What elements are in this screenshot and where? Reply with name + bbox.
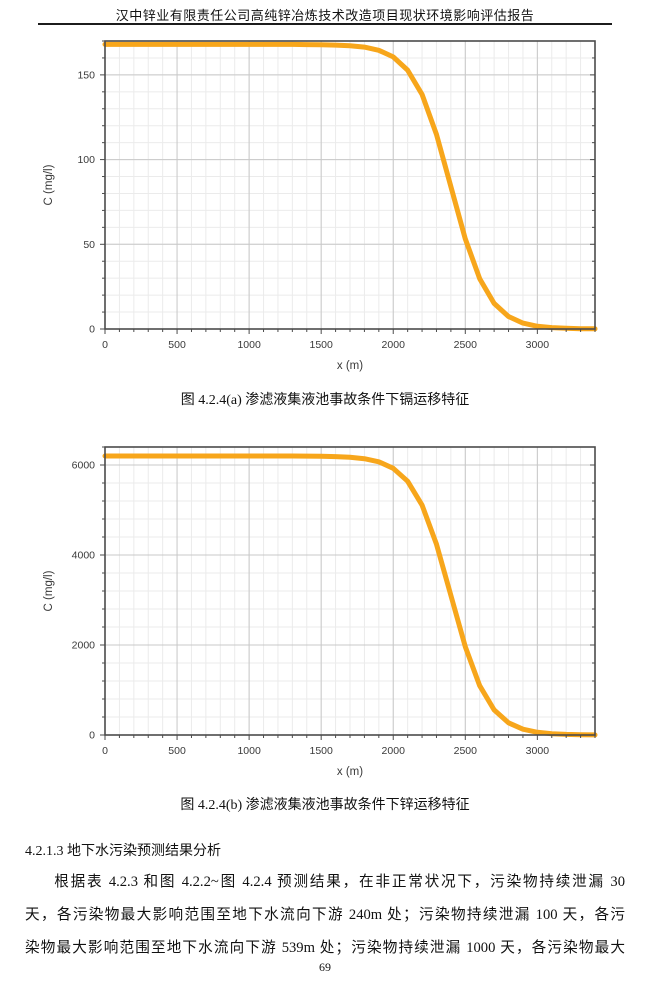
section-heading: 4.2.1.3 地下水污染预测结果分析: [25, 844, 221, 859]
page-number: 69: [319, 960, 331, 974]
svg-text:2000: 2000: [72, 640, 96, 652]
svg-text:0: 0: [102, 339, 108, 351]
zinc-transport-chart: 0 500 1000 1500 2000 2500 3000 0 2000 4000 6000 x (…: [43, 446, 598, 778]
svg-text:2000: 2000: [382, 339, 406, 351]
svg-text:x (m): x (m): [337, 360, 363, 372]
svg-text:x (m): x (m): [337, 766, 363, 778]
figure-caption-b: 图 4.2.4(b) 渗滤液集液池事故条件下锌运移特征: [180, 798, 470, 813]
cadmium-transport-chart: 0 500 1000 1500 2000 2500 3000 0 50 100 150 x (m) C …: [43, 40, 598, 372]
page-header-title: 汉中锌业有限责任公司高纯锌冶炼技术改造项目现状环境影响评估报告: [115, 8, 535, 23]
svg-text:3000: 3000: [526, 339, 550, 351]
svg-text:2500: 2500: [454, 745, 478, 757]
svg-text:1000: 1000: [237, 745, 261, 757]
svg-text:4000: 4000: [72, 550, 96, 562]
svg-text:50: 50: [83, 239, 95, 251]
svg-text:1000: 1000: [237, 339, 261, 351]
svg-text:2500: 2500: [454, 339, 478, 351]
figure-caption-a: 图 4.2.4(a) 渗滤液集液池事故条件下镉运移特征: [180, 393, 470, 408]
svg-text:150: 150: [77, 69, 95, 81]
header-divider: [38, 23, 612, 25]
svg-text:500: 500: [168, 745, 186, 757]
svg-text:1500: 1500: [309, 339, 333, 351]
paragraph-line: 根据表 4.2.3 和图 4.2.2~图 4.2.4 预测结果，在非正常状况下，…: [54, 874, 625, 890]
svg-text:1500: 1500: [309, 745, 333, 757]
svg-text:C (mg/l): C (mg/l): [43, 164, 55, 205]
paragraph-line: 染物最大影响范围至地下水流向下游 539m 处；污染物持续泄漏 1000 天，各…: [25, 939, 625, 956]
body-paragraph: 根据表 4.2.3 和图 4.2.2~图 4.2.4 预测结果，在非正常状况下，…: [25, 866, 625, 964]
svg-text:0: 0: [102, 745, 108, 757]
svg-text:100: 100: [77, 154, 95, 166]
svg-text:2000: 2000: [382, 745, 406, 757]
svg-text:500: 500: [168, 339, 186, 351]
svg-text:3000: 3000: [526, 745, 550, 757]
svg-text:0: 0: [89, 730, 95, 742]
svg-text:0: 0: [89, 324, 95, 336]
svg-text:6000: 6000: [72, 460, 96, 472]
paragraph-line: 天，各污染物最大影响范围至地下水流向下游 240m 处；污染物持续泄漏 100 …: [25, 906, 625, 923]
svg-text:C (mg/l): C (mg/l): [43, 570, 55, 611]
